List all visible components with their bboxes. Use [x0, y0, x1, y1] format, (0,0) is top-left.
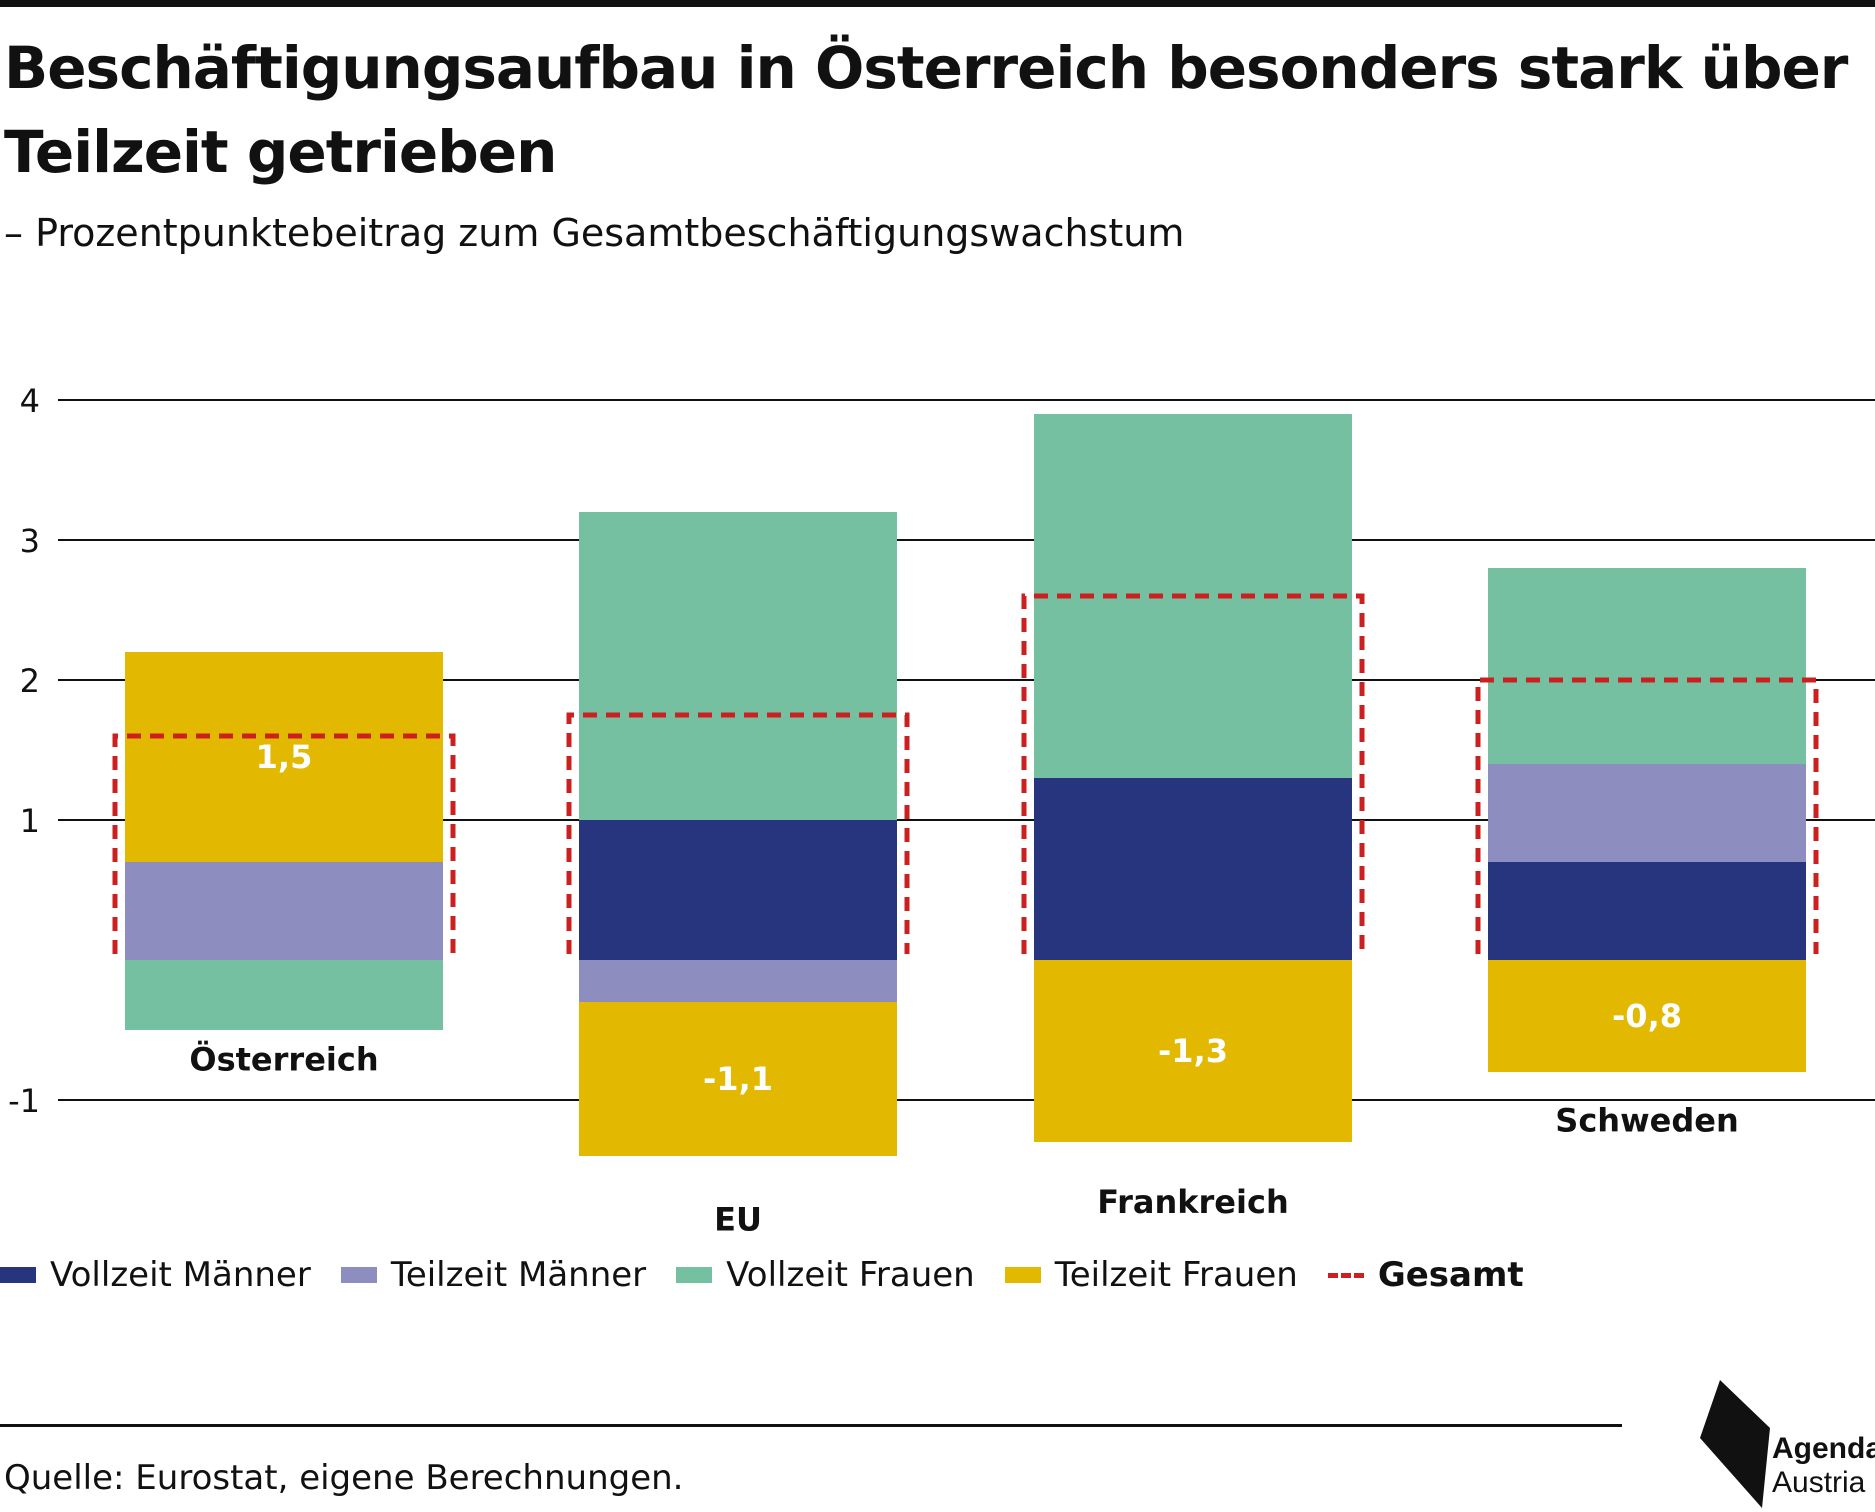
bar-segment	[1488, 862, 1806, 960]
footer-rule	[0, 1424, 1622, 1427]
y-tick-label: 1	[20, 802, 40, 840]
bar-segment	[125, 960, 443, 1030]
chart-title: Beschäftigungsaufbau in Österreich beson…	[4, 34, 1848, 186]
stacked-bar-chart: -1 1 2 3 4 1,5 Österreich -1,1 EU -1,3 Frankreich -…	[8, 382, 1875, 1239]
data-label: -0,8	[1612, 997, 1682, 1035]
category-label: Schweden	[1555, 1102, 1738, 1140]
bar-segment	[579, 960, 897, 1002]
total-outline	[1021, 593, 1365, 954]
logo-text-agenda: Agenda	[1772, 1432, 1875, 1465]
y-tick-label: 4	[20, 382, 40, 420]
legend-item: Vollzeit Frauen	[676, 1255, 975, 1295]
bar-segment	[579, 1002, 897, 1156]
source-note: Quelle: Eurostat, eigene Berechnungen.	[4, 1458, 684, 1498]
legend-swatch	[1004, 1267, 1041, 1283]
bar-segment	[125, 862, 443, 960]
chart-subtitle: – Prozentpunktebeitrag zum Gesamtbeschäf…	[4, 211, 1185, 255]
legend-item: Teilzeit Frauen	[1004, 1255, 1298, 1295]
logo-mark-icon	[1700, 1380, 1770, 1508]
logo-text-austria: Austria	[1772, 1466, 1866, 1499]
category-label: Frankreich	[1097, 1183, 1288, 1221]
y-tick-label: -1	[8, 1082, 40, 1120]
legend-swatch	[676, 1267, 713, 1283]
legend-swatch	[1327, 1272, 1364, 1278]
total-outline	[1475, 677, 1819, 954]
total-outline	[566, 712, 910, 954]
legend-swatch	[340, 1267, 377, 1283]
category-label: Österreich	[189, 1041, 378, 1079]
agenda-austria-logo: Agenda Austria	[1700, 1380, 1875, 1508]
legend-label: Vollzeit Frauen	[726, 1255, 975, 1295]
legend-label: Teilzeit Männer	[390, 1255, 647, 1295]
bar-segment	[1488, 568, 1806, 764]
bar-segment	[1034, 778, 1352, 960]
legend-item: Gesamt	[1327, 1255, 1524, 1295]
bar-segment	[125, 652, 443, 862]
bar-segment	[1488, 960, 1806, 1072]
bar-segment	[579, 512, 897, 820]
data-label: -1,1	[703, 1060, 773, 1098]
y-tick-label: 3	[20, 522, 40, 560]
bar-segment	[1034, 960, 1352, 1142]
bar-segment	[1488, 764, 1806, 862]
chart-legend: Vollzeit Männer Teilzeit Männer Vollzeit F…	[0, 1250, 1554, 1300]
y-tick-label: 2	[20, 662, 40, 700]
category-label: EU	[714, 1201, 762, 1239]
legend-swatch	[0, 1267, 36, 1283]
legend-item: Teilzeit Männer	[340, 1255, 647, 1295]
data-label: 1,5	[256, 738, 313, 776]
bar-segment	[579, 820, 897, 960]
data-label: -1,3	[1158, 1032, 1228, 1070]
legend-label: Teilzeit Frauen	[1054, 1255, 1298, 1295]
top-rule	[0, 0, 1875, 7]
legend-label: Vollzeit Männer	[50, 1255, 311, 1295]
legend-label: Gesamt	[1377, 1255, 1524, 1295]
legend-item: Vollzeit Männer	[0, 1255, 311, 1295]
